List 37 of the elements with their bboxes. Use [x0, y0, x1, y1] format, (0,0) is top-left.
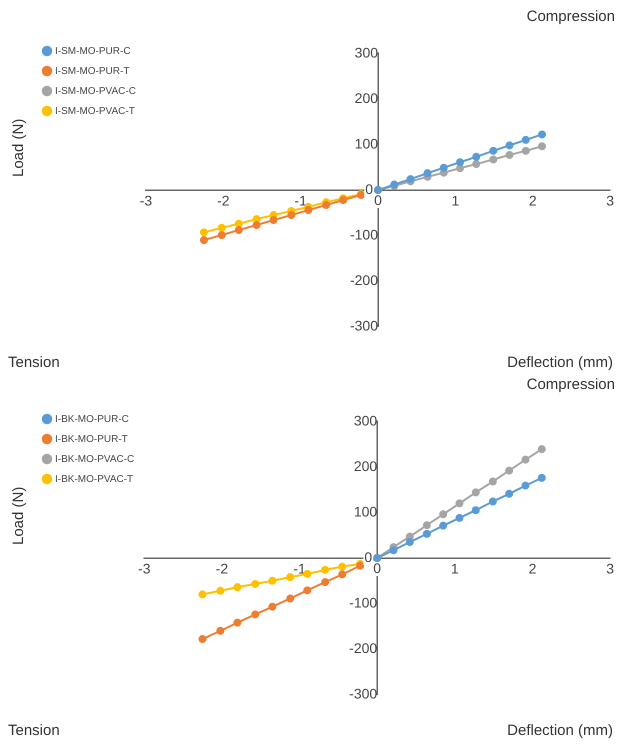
x-axis-title: Deflection (mm) [507, 722, 614, 739]
legend-label: I-SM-MO-PVAC-C [55, 86, 136, 97]
legend-label: I-SM-MO-PUR-T [55, 66, 130, 77]
y-tick-label: 0 [364, 548, 372, 565]
x-tick-label: 1 [450, 560, 459, 576]
y-tick-label: 0 [365, 180, 374, 197]
x-tick-label: 1 [451, 192, 460, 208]
text: Compression [526, 376, 616, 395]
y-tick-label: 200 [354, 90, 378, 106]
legend-label: I-BK-MO-PUR-T [55, 434, 128, 445]
x-tick-label: -3 [138, 560, 151, 576]
legend-label: I-BK-MO-PVAC-T [55, 474, 134, 485]
x-tick-label: -3 [140, 192, 152, 208]
x-tick-label: 2 [528, 560, 537, 576]
legend-label: I-BK-MO-PVAC-C [55, 454, 134, 465]
y-tick-label: 300 [354, 44, 378, 60]
x-tick-label: -2 [216, 560, 228, 576]
text: Tension [8, 722, 60, 739]
x-tick-label: -1 [294, 192, 308, 208]
y-tick-label: 100 [354, 135, 378, 152]
text: Compression [526, 8, 616, 27]
y-axis-title: Load (N) [10, 118, 27, 177]
y-tick-label: -300 [350, 317, 378, 334]
legend-label: I-SM-MO-PUR-C [55, 46, 131, 57]
x-tick-label: 2 [528, 192, 537, 208]
x-tick-label: -2 [217, 192, 230, 208]
y-tick-label: -200 [350, 272, 378, 288]
legend-label: I-SM-MO-PVAC-T [55, 106, 135, 117]
x-tick-label: 3 [606, 560, 614, 576]
x-axis-title: Deflection (mm) [507, 354, 614, 371]
y-tick-label: -100 [350, 226, 378, 242]
text: Tension [8, 354, 60, 371]
y-tick-label: -300 [349, 685, 378, 702]
y-axis-title: Load (N) [10, 486, 27, 545]
y-tick-label: 300 [354, 412, 378, 428]
legend-label: I-BK-MO-PUR-C [55, 414, 129, 425]
x-tick-label: 3 [606, 192, 614, 208]
